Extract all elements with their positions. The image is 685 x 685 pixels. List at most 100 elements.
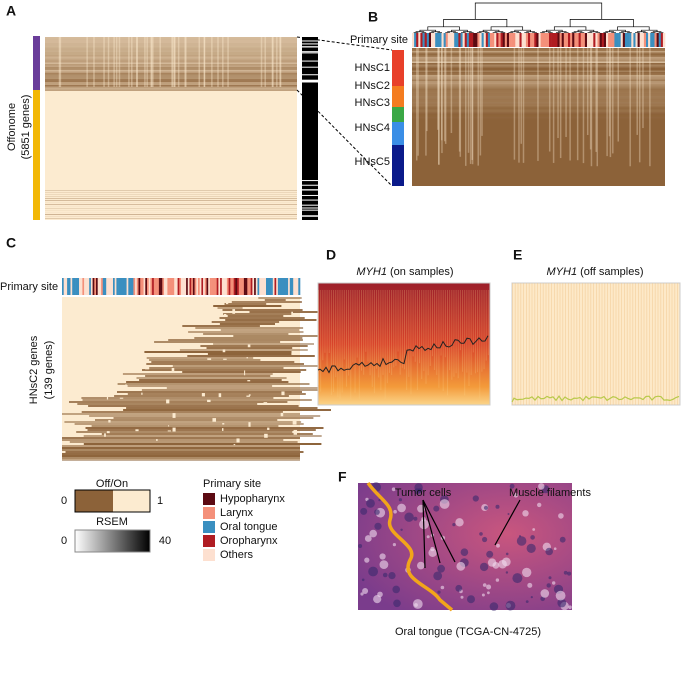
heatmap-row <box>87 429 316 431</box>
bar-gap <box>302 194 318 196</box>
site-strip <box>279 278 282 295</box>
bar-gap <box>302 215 318 217</box>
heatmap-gap <box>223 358 227 360</box>
site-strip <box>422 33 425 47</box>
dendrogram <box>490 26 524 31</box>
heatmap-row <box>412 49 665 51</box>
dendrogram <box>514 29 531 32</box>
bar-gap <box>302 40 318 42</box>
tissue <box>546 583 551 588</box>
site-strip <box>589 33 592 47</box>
heatmap-col <box>589 48 592 150</box>
site-strip <box>477 33 480 47</box>
caption: Oral tongue (TCGA-CN-4725) <box>395 626 541 638</box>
bar-gap <box>302 184 318 186</box>
site-strip <box>460 33 463 47</box>
tissue <box>505 552 509 556</box>
trace <box>333 290 335 392</box>
trace <box>395 290 397 366</box>
heatmap-row <box>45 71 297 73</box>
site-strip <box>517 33 520 47</box>
trace <box>481 290 483 372</box>
trace <box>345 290 347 387</box>
site-strip <box>232 278 234 295</box>
heatmap-row <box>142 369 307 371</box>
site-strip <box>662 33 666 47</box>
cluster-label: HNsC3 <box>355 97 390 109</box>
trace <box>330 290 332 395</box>
site-strip <box>646 33 649 47</box>
site-strip <box>181 278 183 295</box>
heatmap-row <box>187 355 315 357</box>
site-strip <box>635 33 638 47</box>
trace <box>380 290 382 391</box>
trace <box>629 283 631 405</box>
heatmap-row <box>412 84 665 86</box>
site-strip <box>445 33 449 47</box>
heatmap-gap <box>119 397 124 399</box>
site-strip <box>551 33 554 47</box>
trace <box>434 290 436 371</box>
heatmap-gap <box>280 412 284 417</box>
tissue <box>393 509 397 514</box>
heatmap-row <box>45 53 297 55</box>
site-strip <box>454 33 457 47</box>
site-strip <box>247 278 250 295</box>
heatmap-gap <box>120 303 122 307</box>
heatmap-row <box>412 55 665 57</box>
tissue <box>360 592 364 596</box>
heatmap-gap <box>267 358 272 361</box>
site-strip <box>559 33 563 47</box>
site-strip <box>138 278 141 295</box>
tissue <box>530 535 535 540</box>
heatmap-col <box>569 48 571 161</box>
bar-gap <box>302 81 318 83</box>
site-strip <box>608 33 611 47</box>
site-strip <box>284 278 287 295</box>
heatmap-gap <box>222 349 226 353</box>
heatmap-row <box>224 303 267 305</box>
site-strip <box>118 278 121 295</box>
heatmap-col <box>596 48 599 167</box>
site-strip <box>164 278 166 295</box>
heatmap-col <box>438 48 440 165</box>
heatmap-col <box>107 37 110 87</box>
site-strip <box>126 278 129 295</box>
bar-gap <box>302 51 318 53</box>
site-strip <box>513 33 516 47</box>
tissue <box>486 584 492 590</box>
tissue <box>358 544 363 548</box>
site-strip <box>633 33 636 47</box>
heatmap-row <box>45 218 297 219</box>
tissue <box>527 582 533 588</box>
heatmap-row <box>45 214 297 215</box>
heatmap-col <box>173 37 176 87</box>
heatmap-row <box>182 371 301 373</box>
heatmap-row <box>412 105 665 107</box>
tissue <box>414 603 418 607</box>
heatmap-col <box>513 48 516 160</box>
heatmap-gap <box>172 413 176 418</box>
site-strip <box>643 33 647 47</box>
heatmap-col <box>471 48 474 160</box>
site-strip <box>272 278 275 295</box>
site-strip <box>271 278 274 295</box>
trace <box>568 283 569 405</box>
trace <box>562 283 564 405</box>
site-strip <box>89 278 92 295</box>
heatmap-row <box>141 389 318 391</box>
tissue <box>537 502 542 508</box>
site-strip <box>595 33 598 47</box>
bar <box>33 36 40 90</box>
legend-label: 1 <box>157 495 163 507</box>
site-strip <box>264 278 267 295</box>
trace <box>579 283 580 405</box>
heatmap-col <box>444 48 447 144</box>
trace <box>646 283 648 405</box>
heatmap-row <box>412 60 665 62</box>
dendrogram <box>451 29 468 32</box>
site-strip <box>67 278 70 295</box>
legend-label: Others <box>220 549 254 561</box>
heatmap-row <box>233 335 318 337</box>
site-strip <box>106 278 109 295</box>
